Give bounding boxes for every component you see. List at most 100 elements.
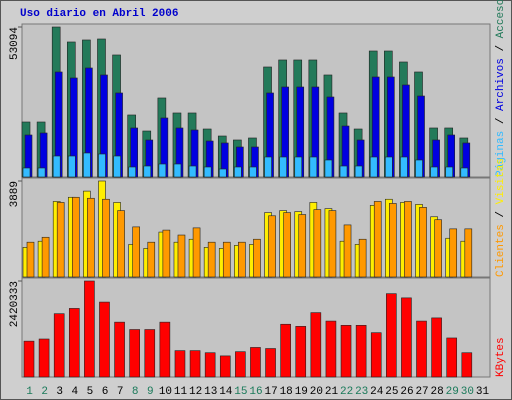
bar [404,201,412,278]
bar [250,347,261,378]
bar [56,202,65,278]
bar [370,332,382,378]
bar [354,165,363,178]
bar [355,325,367,378]
legend-entry: Accesos [495,0,507,38]
chart-title: Uso diario en Abril 2006 [20,8,178,20]
bar [264,156,272,178]
x-tick-label: 29 [446,386,459,398]
bar [401,297,412,378]
bar [358,238,367,278]
bar [325,320,337,378]
legend-separator: / [495,204,507,224]
legend: KBytes [495,337,507,377]
bar [445,166,454,178]
bar [204,352,216,378]
bar [234,166,242,178]
bar [310,312,322,378]
bar [37,167,46,178]
x-tick-label: 24 [370,386,384,398]
bar [129,329,140,378]
x-tick-label: 19 [295,386,308,398]
bar [385,156,393,178]
bar [279,156,287,178]
bar [218,168,227,178]
bar [147,241,156,278]
bar [430,166,438,178]
x-tick-label: 11 [174,386,188,398]
bar [373,201,382,278]
bar [235,351,246,378]
x-tick-label: 12 [189,386,202,398]
x-tick-label: 1 [26,386,33,398]
legend-separator: / [495,38,507,58]
x-tick-label: 7 [117,386,124,398]
x-tick-label: 28 [431,386,444,398]
bar [132,226,140,278]
bar [389,203,397,278]
bar [446,337,458,378]
bar [174,350,186,378]
bar [117,210,125,278]
bar [113,155,121,178]
bar [415,159,423,178]
x-tick-label: 3 [56,386,63,398]
bar [143,165,152,178]
bar [67,155,76,178]
legend-separator: / [495,111,507,131]
bar [431,317,442,378]
bar [41,236,50,278]
legend-entry: Clientes [495,224,507,277]
bar [280,323,291,378]
bar [158,163,167,178]
x-tick-label: 22 [340,386,353,398]
x-tick-label: 2 [41,386,48,398]
y-tick-label: 53094 [9,27,21,60]
bar [265,348,276,378]
bar [449,228,458,278]
x-tick-label: 25 [385,386,398,398]
bar [328,210,337,278]
bar [298,214,307,278]
bar [102,198,110,278]
bar [83,152,91,178]
bar [222,241,231,278]
legend: Clientes / Visitas [495,158,507,277]
bar [84,280,95,378]
bar [38,338,50,378]
bar [219,355,231,378]
legend-entry: KBytes [495,337,507,377]
bar [162,229,171,278]
bar [340,325,352,378]
bar [343,224,352,278]
legend: Páginas / Archivos / Accesos [495,0,507,177]
bar [283,212,291,278]
x-tick-label: 8 [132,386,139,398]
bar [460,167,469,178]
bar [313,209,322,278]
bar [419,207,427,278]
legend-entry: Visitas [495,158,507,204]
x-tick-label: 9 [147,386,154,398]
bar [68,308,80,378]
bar [114,321,125,378]
bar [309,156,318,178]
x-tick-label: 18 [280,386,293,398]
bar [295,326,307,378]
x-tick-label: 23 [355,386,368,398]
bar [192,227,201,278]
y-tick-label: 3889 [9,181,21,207]
legend-entry: Archivos [495,58,507,111]
x-tick-label: 26 [400,386,413,398]
bar [294,156,303,178]
y-tick-label: 2420333 [9,281,21,327]
bar [177,234,186,278]
x-tick-label: 10 [159,386,172,398]
bar [400,156,408,178]
bar [71,196,80,278]
bar [173,163,182,178]
bar [268,215,276,278]
bar [189,350,201,378]
